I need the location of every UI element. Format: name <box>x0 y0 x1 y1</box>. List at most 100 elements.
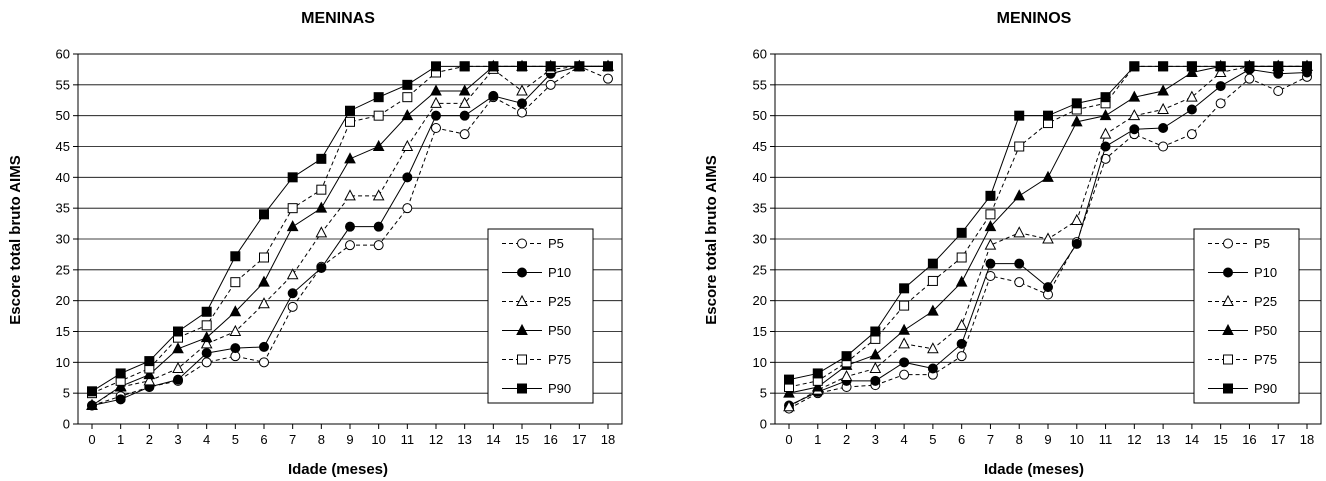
data-point <box>517 98 527 109</box>
data-point <box>402 79 413 90</box>
data-point <box>459 61 470 72</box>
data-point <box>1014 258 1025 269</box>
data-point <box>603 61 613 72</box>
data-point <box>1186 61 1197 72</box>
y-tick-label: 60 <box>56 47 70 62</box>
y-tick-label: 10 <box>753 355 767 370</box>
y-tick-label: 30 <box>56 232 70 247</box>
x-axis-label: Idade (meses) <box>984 461 1084 478</box>
data-point <box>1302 61 1312 72</box>
data-point <box>1186 104 1197 115</box>
y-tick-label: 30 <box>753 232 767 247</box>
x-tick-label: 2 <box>146 432 153 447</box>
data-point <box>1013 189 1026 201</box>
data-point <box>488 61 499 72</box>
data-point <box>927 363 938 374</box>
legend-item: P10 <box>1208 265 1277 280</box>
data-point <box>431 123 441 133</box>
data-point <box>402 203 413 214</box>
x-tick-label: 5 <box>929 432 936 447</box>
y-tick-label: 55 <box>753 77 767 92</box>
legend-label: P10 <box>1254 265 1277 280</box>
legend-item: P75 <box>502 352 571 367</box>
y-tick-label: 50 <box>56 108 70 123</box>
data-point <box>1099 127 1112 139</box>
legend-item: P25 <box>502 294 571 309</box>
x-tick-label: 8 <box>1016 432 1023 447</box>
series-p90 <box>87 61 613 397</box>
data-point <box>172 342 184 354</box>
data-point <box>898 337 910 349</box>
data-point <box>899 300 910 311</box>
x-tick-label: 5 <box>232 432 239 447</box>
data-point <box>1042 232 1054 244</box>
data-point <box>459 110 470 121</box>
data-point <box>1129 61 1140 72</box>
data-point <box>173 326 183 337</box>
data-point <box>431 110 441 121</box>
data-point <box>286 268 299 280</box>
y-tick-label: 35 <box>753 201 767 216</box>
data-point <box>783 400 795 412</box>
data-point <box>956 338 967 349</box>
data-point <box>143 374 156 386</box>
y-tick-label: 45 <box>753 139 767 154</box>
data-point <box>784 374 794 385</box>
legend-marker <box>517 383 527 394</box>
data-point <box>230 277 241 288</box>
legend-label: P90 <box>548 381 571 396</box>
x-tick-label: 6 <box>260 432 267 447</box>
legend-marker <box>1223 267 1233 278</box>
data-point <box>870 375 881 386</box>
data-point <box>259 209 269 220</box>
legend-label: P5 <box>1254 236 1270 251</box>
data-point <box>373 110 384 121</box>
data-point <box>956 252 967 263</box>
data-point <box>316 153 327 164</box>
data-point <box>1013 226 1026 238</box>
data-point <box>143 368 156 380</box>
legend-marker <box>1223 354 1233 365</box>
x-axis-label: Idade (meses) <box>288 461 388 478</box>
y-axis-label: Escore total bruto AIMS <box>7 155 24 324</box>
data-point <box>287 172 298 183</box>
data-point <box>373 240 384 251</box>
x-tick-label: 8 <box>318 432 325 447</box>
y-tick-label: 15 <box>56 324 70 339</box>
data-point <box>345 105 355 116</box>
data-point <box>574 61 585 72</box>
data-point <box>430 96 442 108</box>
data-point <box>841 351 852 362</box>
data-point <box>372 189 385 201</box>
data-point <box>985 209 996 220</box>
data-point <box>869 361 882 373</box>
legend-marker <box>1222 294 1234 306</box>
data-point <box>1070 213 1083 225</box>
x-tick-label: 11 <box>401 432 415 447</box>
data-point <box>985 258 996 269</box>
legend-marker <box>1222 323 1234 335</box>
y-tick-label: 5 <box>63 386 70 401</box>
data-point <box>956 227 967 238</box>
data-point <box>259 357 269 368</box>
x-tick-label: 14 <box>1185 432 1199 447</box>
data-point <box>259 252 269 263</box>
legend-item: P5 <box>1208 236 1270 251</box>
data-point <box>783 386 795 398</box>
x-tick-label: 10 <box>371 432 385 447</box>
data-point <box>1273 61 1284 72</box>
x-tick-label: 17 <box>572 432 586 447</box>
legend-label: P75 <box>548 352 571 367</box>
x-tick-label: 16 <box>1242 432 1256 447</box>
data-point <box>1014 110 1025 121</box>
y-tick-label: 10 <box>56 355 70 370</box>
data-point <box>1215 81 1226 92</box>
data-point <box>811 380 824 392</box>
x-tick-label: 12 <box>429 432 443 447</box>
data-point <box>87 386 97 397</box>
x-tick-label: 18 <box>601 432 615 447</box>
y-tick-label: 40 <box>753 170 767 185</box>
legend-marker <box>516 323 528 335</box>
data-point <box>517 61 527 72</box>
